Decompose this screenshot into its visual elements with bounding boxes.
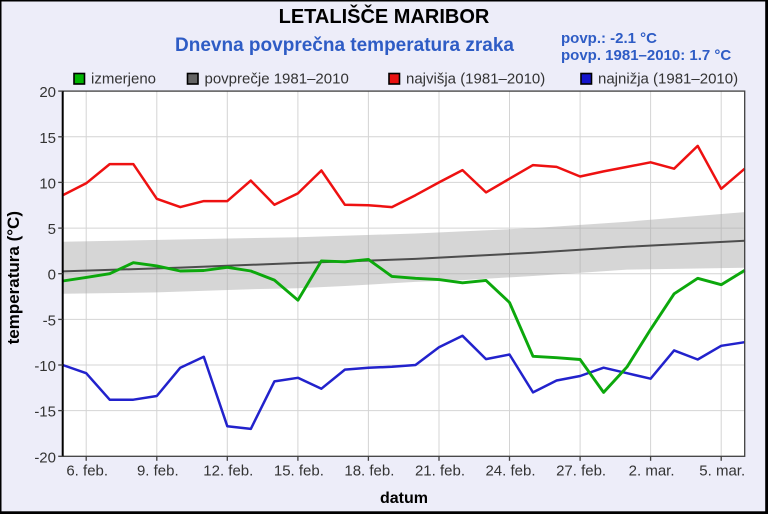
svg-text:5. mar.: 5. mar. <box>699 463 745 480</box>
svg-text:datum: datum <box>380 490 428 507</box>
svg-text:15: 15 <box>39 130 56 147</box>
svg-text:20: 20 <box>39 84 56 101</box>
svg-text:-20: -20 <box>34 449 56 466</box>
svg-text:18. feb.: 18. feb. <box>344 463 394 480</box>
svg-text:najvišja (1981–2010): najvišja (1981–2010) <box>406 71 545 88</box>
svg-text:izmerjeno: izmerjeno <box>91 71 156 88</box>
svg-text:2. mar.: 2. mar. <box>629 463 675 480</box>
svg-text:15. feb.: 15. feb. <box>274 463 324 480</box>
svg-text:povp.: -2.1 °C: povp.: -2.1 °C <box>561 30 657 47</box>
svg-text:6. feb.: 6. feb. <box>66 463 108 480</box>
svg-text:LETALIŠČE MARIBOR: LETALIŠČE MARIBOR <box>279 4 490 28</box>
svg-text:temperatura (°C): temperatura (°C) <box>4 211 23 344</box>
svg-text:povp. 1981–2010: 1.7 °C: povp. 1981–2010: 1.7 °C <box>561 47 731 64</box>
svg-text:12. feb.: 12. feb. <box>203 463 253 480</box>
svg-text:Dnevna povprečna temperatura z: Dnevna povprečna temperatura zraka <box>175 35 514 56</box>
svg-text:27. feb.: 27. feb. <box>556 463 606 480</box>
svg-text:9. feb.: 9. feb. <box>137 463 179 480</box>
svg-text:-5: -5 <box>43 312 56 329</box>
svg-text:10: 10 <box>39 175 56 192</box>
svg-text:24. feb.: 24. feb. <box>485 463 535 480</box>
svg-text:-10: -10 <box>34 358 56 375</box>
svg-text:5: 5 <box>48 221 56 238</box>
svg-text:-15: -15 <box>34 404 56 421</box>
svg-text:0: 0 <box>48 267 56 284</box>
svg-text:najnižja (1981–2010): najnižja (1981–2010) <box>598 71 738 88</box>
svg-text:povprečje 1981–2010: povprečje 1981–2010 <box>205 71 349 88</box>
svg-text:21. feb.: 21. feb. <box>415 463 465 480</box>
